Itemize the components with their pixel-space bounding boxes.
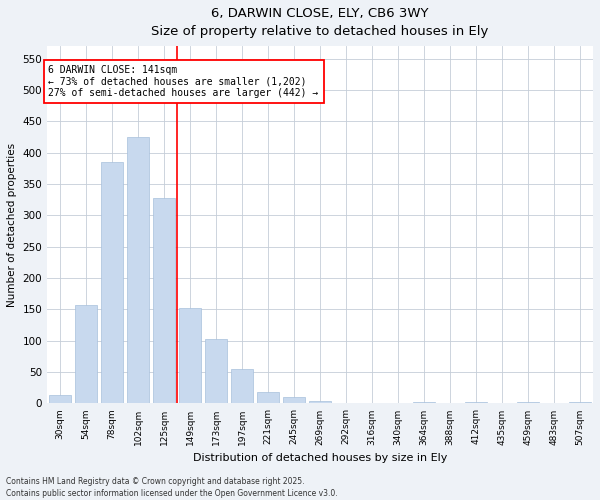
- Bar: [153, 198, 175, 404]
- Bar: [257, 392, 279, 404]
- Bar: [231, 369, 253, 404]
- Bar: [179, 308, 201, 404]
- Bar: [517, 402, 539, 404]
- Bar: [465, 402, 487, 404]
- X-axis label: Distribution of detached houses by size in Ely: Distribution of detached houses by size …: [193, 453, 447, 463]
- Title: 6, DARWIN CLOSE, ELY, CB6 3WY
Size of property relative to detached houses in El: 6, DARWIN CLOSE, ELY, CB6 3WY Size of pr…: [151, 7, 489, 38]
- Bar: [49, 396, 71, 404]
- Text: 6 DARWIN CLOSE: 141sqm
← 73% of detached houses are smaller (1,202)
27% of semi-: 6 DARWIN CLOSE: 141sqm ← 73% of detached…: [49, 65, 319, 98]
- Bar: [413, 402, 435, 404]
- Bar: [335, 403, 357, 404]
- Bar: [205, 339, 227, 404]
- Bar: [127, 137, 149, 404]
- Bar: [309, 401, 331, 404]
- Bar: [101, 162, 123, 404]
- Bar: [569, 402, 591, 404]
- Bar: [75, 305, 97, 404]
- Bar: [283, 397, 305, 404]
- Y-axis label: Number of detached properties: Number of detached properties: [7, 142, 17, 307]
- Text: Contains HM Land Registry data © Crown copyright and database right 2025.
Contai: Contains HM Land Registry data © Crown c…: [6, 476, 338, 498]
